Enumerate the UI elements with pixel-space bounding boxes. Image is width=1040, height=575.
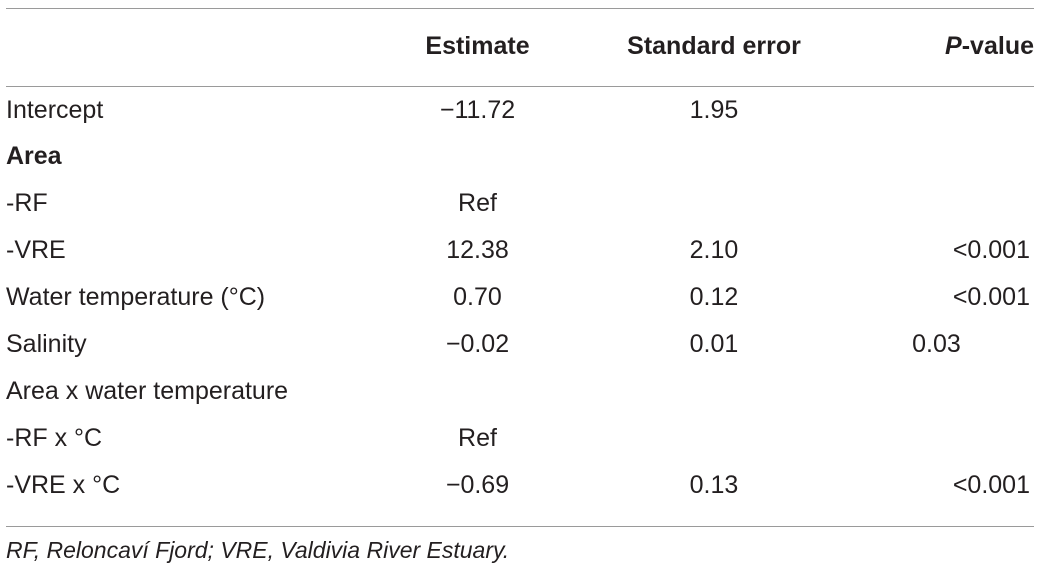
- table-row: -RF x °C Ref: [6, 415, 1034, 462]
- header-p-suffix: -value: [961, 31, 1034, 60]
- header-estimate: Estimate: [425, 31, 530, 60]
- estimate-cell: [366, 368, 589, 415]
- p-value-cell: <0.001: [952, 236, 1030, 264]
- estimate-cell: 0.70: [453, 283, 502, 311]
- table-row: Intercept −11.72 1.95: [6, 82, 1034, 133]
- p-value-cell: [839, 180, 1034, 227]
- header-p-value: P-value: [839, 10, 1034, 82]
- p-value-cell: [839, 133, 1034, 180]
- standard-error-cell: 0.12: [689, 283, 739, 311]
- estimate-cell: −0.02: [445, 330, 510, 358]
- bottom-rule: [6, 526, 1034, 527]
- standard-error-cell: 0.13: [689, 471, 739, 499]
- table-row: -RF Ref: [6, 180, 1034, 227]
- standard-error-cell: [589, 133, 839, 180]
- table-row: Area: [6, 133, 1034, 180]
- estimate-cell: 12.38: [446, 236, 509, 264]
- header-row: Estimate Standard error P-value: [6, 10, 1034, 82]
- estimate-cell: Ref: [458, 424, 497, 452]
- p-value-cell: [839, 368, 1034, 415]
- row-label: Water temperature (°C): [6, 283, 266, 311]
- table-row: -VRE 12.38 2.10 <0.001: [6, 227, 1034, 274]
- top-rule: [6, 8, 1034, 9]
- standard-error-cell: [589, 180, 839, 227]
- row-label: -RF x °C: [6, 424, 103, 452]
- table-row: Water temperature (°C) 0.70 0.12 <0.001: [6, 274, 1034, 321]
- row-label: -VRE: [6, 236, 66, 264]
- table-row: Area x water temperature: [6, 368, 1034, 415]
- p-value-cell: 0.03: [912, 330, 961, 358]
- header-label: [6, 10, 366, 82]
- standard-error-cell: 0.01: [689, 330, 739, 358]
- p-value-cell: [839, 82, 1034, 133]
- row-label: Salinity: [6, 330, 87, 358]
- estimate-cell: −0.69: [445, 471, 510, 499]
- regression-table: Estimate Standard error P-value Intercep…: [6, 10, 1034, 509]
- p-value-cell: [839, 415, 1034, 462]
- row-label: -VRE x °C: [6, 471, 121, 499]
- row-label: Area: [6, 142, 62, 170]
- row-label: Area x water temperature: [6, 377, 289, 405]
- row-label: Intercept: [6, 96, 104, 124]
- table-row: -VRE x °C −0.69 0.13 <0.001: [6, 462, 1034, 509]
- table-row: Salinity −0.02 0.01 0.03: [6, 321, 1034, 368]
- standard-error-cell: [589, 415, 839, 462]
- table-footnote: RF, Reloncaví Fjord; VRE, Valdivia River…: [6, 537, 510, 563]
- header-standard-error: Standard error: [627, 31, 801, 60]
- standard-error-cell: 2.10: [689, 236, 739, 264]
- estimate-cell: Ref: [458, 189, 497, 217]
- header-p-italic: P: [945, 31, 962, 60]
- header-rule: [6, 86, 1034, 87]
- p-value-cell: <0.001: [952, 283, 1030, 311]
- standard-error-cell: 1.95: [689, 96, 739, 124]
- estimate-cell: −11.72: [439, 96, 516, 124]
- row-label: -RF: [6, 189, 48, 217]
- p-value-cell: <0.001: [952, 471, 1030, 499]
- estimate-cell: [366, 133, 589, 180]
- standard-error-cell: [589, 368, 839, 415]
